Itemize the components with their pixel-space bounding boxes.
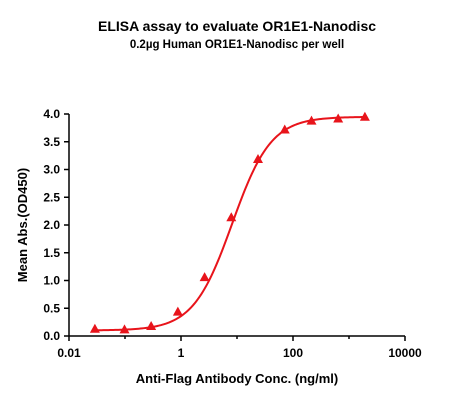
y-axis-label: Mean Abs.(OD450) — [15, 168, 30, 282]
fit-curve — [94, 116, 365, 332]
x-axis-ticks: 0.01 1 100 10000 — [57, 336, 422, 360]
data-point — [306, 115, 317, 125]
x-tick-label: 1 — [178, 346, 185, 360]
x-axis-label: Anti-Flag Antibody Conc. (ng/ml) — [136, 371, 338, 386]
axes — [68, 114, 405, 337]
data-point — [89, 323, 100, 333]
data-point — [359, 111, 370, 121]
data-point — [172, 306, 183, 316]
data-point — [199, 272, 210, 282]
chart-title: ELISA assay to evaluate OR1E1-Nanodisc — [98, 18, 376, 34]
y-tick-label: 1.5 — [43, 246, 60, 260]
data-point — [226, 212, 237, 222]
plot-area — [89, 111, 370, 334]
y-tick-label: 2.0 — [43, 218, 60, 232]
x-tick-label: 10000 — [388, 346, 422, 360]
y-axis-ticks: 0.0 0.5 1.0 1.5 2.0 2.5 3.0 3.5 4.0 — [43, 107, 69, 343]
y-tick-label: 0.0 — [43, 329, 60, 343]
data-point — [333, 113, 344, 123]
y-tick-label: 1.0 — [43, 274, 60, 288]
y-tick-label: 0.5 — [43, 301, 60, 315]
chart-subtitle: 0.2µg Human OR1E1-Nanodisc per well — [130, 39, 344, 51]
y-tick-label: 2.5 — [43, 190, 60, 204]
y-tick-label: 4.0 — [43, 107, 60, 121]
y-tick-label: 3.5 — [43, 135, 60, 149]
data-point — [119, 324, 130, 334]
x-tick-label: 0.01 — [57, 346, 81, 360]
data-point — [146, 321, 157, 331]
data-point — [279, 124, 290, 134]
x-tick-label: 100 — [283, 346, 303, 360]
y-tick-label: 3.0 — [43, 163, 60, 177]
data-point — [252, 153, 263, 163]
